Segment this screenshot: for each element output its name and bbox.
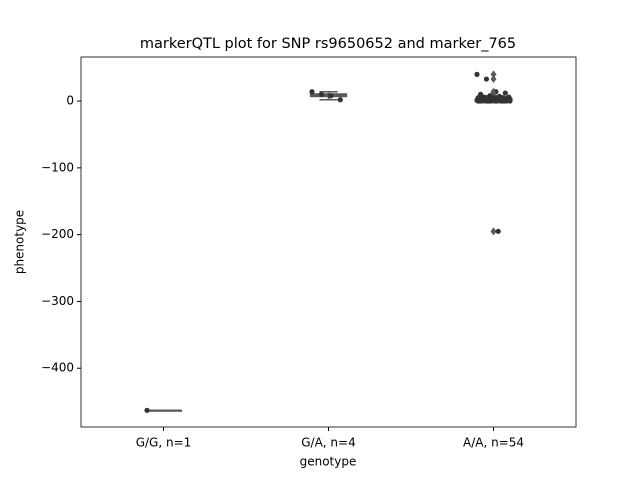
point [337, 97, 343, 103]
y-tick-label: −400 [41, 361, 74, 375]
chart-title: markerQTL plot for SNP rs9650652 and mar… [140, 36, 516, 52]
plot-frame [80, 56, 577, 428]
y-tick-label: 0 [66, 94, 74, 108]
y-tick-label: −300 [41, 294, 74, 308]
point [144, 407, 150, 413]
point [483, 76, 490, 82]
x-axis-label: genotype [300, 455, 357, 469]
point [318, 91, 325, 98]
point [501, 98, 507, 104]
y-tick-label: −200 [41, 227, 74, 241]
x-tick-label: A/A, n=54 [463, 436, 524, 450]
y-axis-label: phenotype [13, 210, 27, 274]
point [502, 90, 508, 96]
flier [490, 70, 497, 79]
point [492, 98, 498, 104]
point [309, 89, 315, 95]
point [474, 71, 480, 77]
flier [490, 227, 497, 236]
point [476, 98, 482, 104]
x-tick-label: G/A, n=4 [301, 436, 355, 450]
point [495, 228, 501, 234]
point [328, 93, 334, 99]
point [507, 98, 513, 104]
flier [490, 75, 497, 84]
x-tick-label: G/G, n=1 [136, 436, 192, 450]
point [486, 98, 492, 104]
y-tick-label: −100 [41, 160, 74, 174]
